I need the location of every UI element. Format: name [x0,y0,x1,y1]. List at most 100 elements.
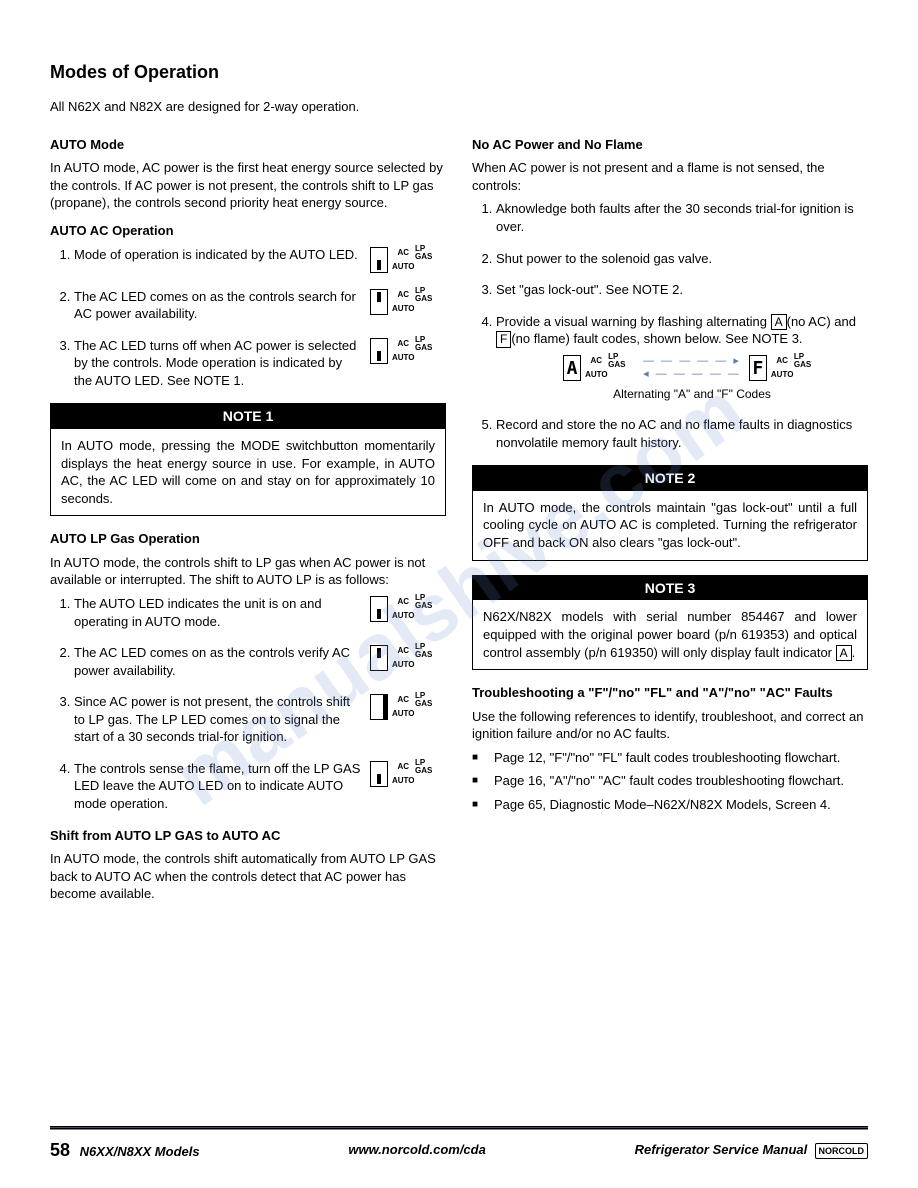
note-1-box: NOTE 1 In AUTO mode, pressing the MODE s… [50,403,446,516]
list-item-text: (no flame) fault codes, shown below. See… [511,331,802,346]
led-auto-label: AUTO [392,710,412,718]
led-auto-label: AUTO [585,371,605,379]
note-1-title: NOTE 1 [51,404,445,429]
led-diagram: AC F LP GAS AUTO [749,354,821,382]
boxed-f-icon: F [496,331,511,347]
troubleshoot-intro: Use the following references to identify… [472,708,868,743]
list-item: Mode of operation is indicated by the AU… [74,246,446,274]
bullet-item: Page 16, "A"/"no" "AC" fault codes troub… [472,772,868,790]
note-3-text: N62X/N82X models with serial number 8544… [483,609,857,659]
list-item-text: The AC LED turns off when AC power is se… [74,337,362,390]
list-item-text: Provide a visual warning by flashing alt… [496,314,771,329]
page-title: Modes of Operation [50,60,868,84]
auto-lp-heading: AUTO LP Gas Operation [50,530,446,548]
bullet-item: Page 12, "F"/"no" "FL" fault codes troub… [472,749,868,767]
led-diagram: AC LP GAS AUTO [370,693,442,721]
intro-text: All N62X and N82X are designed for 2-way… [50,98,868,116]
list-item: The AC LED comes on as the controls veri… [74,644,446,679]
led-lpgas-label: LP GAS [412,594,442,610]
troubleshoot-bullets: Page 12, "F"/"no" "FL" fault codes troub… [472,749,868,814]
boxed-a-icon: A [836,645,852,661]
list-item-text: The AUTO LED indicates the unit is on an… [74,595,362,630]
list-item: Since AC power is not present, the contr… [74,693,446,746]
footer-url: www.norcold.com/cda [348,1141,485,1159]
page-footer: 58 N6XX/N8XX Models www.norcold.com/cda … [50,1126,868,1162]
list-item: The AC LED turns off when AC power is se… [74,337,446,390]
led-ac-label: AC [585,357,605,365]
list-item: The controls sense the flame, turn off t… [74,760,446,813]
seven-seg-icon [370,596,388,622]
led-auto-label: AUTO [392,354,412,362]
auto-lp-intro: In AUTO mode, the controls shift to LP g… [50,554,446,589]
left-column: AUTO Mode In AUTO mode, AC power is the … [50,126,446,909]
list-item-text: Mode of operation is indicated by the AU… [74,246,362,264]
led-lpgas-label: LP GAS [412,643,442,659]
arrows-icon: — — — — — ▸ ◂ — — — — — [643,355,741,381]
note-2-title: NOTE 2 [473,466,867,491]
troubleshoot-heading: Troubleshooting a "F"/"no" "FL" and "A"/… [472,684,868,702]
led-lpgas-label: LP GAS [412,759,442,775]
shift-heading: Shift from AUTO LP GAS to AUTO AC [50,827,446,845]
seven-seg-icon [370,761,388,787]
bullet-item: Page 65, Diagnostic Mode–N62X/N82X Model… [472,796,868,814]
norcold-logo-icon: NORCOLD [815,1143,869,1159]
auto-ac-list: Mode of operation is indicated by the AU… [50,246,446,390]
footer-left: 58 N6XX/N8XX Models [50,1138,200,1162]
list-item: The AC LED comes on as the controls sear… [74,288,446,323]
led-ac-label: AC [392,291,412,299]
boxed-a-icon: A [771,314,787,330]
led-ac-label: AC [392,763,412,771]
led-ac-label: AC [392,598,412,606]
auto-mode-heading: AUTO Mode [50,136,446,154]
list-item-text: (no AC) and [787,314,856,329]
note-2-box: NOTE 2 In AUTO mode, the controls mainta… [472,465,868,561]
list-item-text: The AC LED comes on as the controls veri… [74,644,362,679]
content-columns: AUTO Mode In AUTO mode, AC power is the … [50,126,868,909]
led-ac-label: AC [771,357,791,365]
auto-lp-list: The AUTO LED indicates the unit is on an… [50,595,446,812]
note-3-text: . [852,645,856,660]
seven-seg-icon [370,289,388,315]
list-item: Set "gas lock-out". See NOTE 2. [496,281,868,299]
auto-mode-body: In AUTO mode, AC power is the first heat… [50,159,446,212]
led-diagram: AC LP GAS AUTO [370,246,442,274]
noac-heading: No AC Power and No Flame [472,136,868,154]
list-item-text: The controls sense the flame, turn off t… [74,760,362,813]
note-1-body: In AUTO mode, pressing the MODE switchbu… [51,429,445,515]
led-lpgas-label: LP GAS [412,336,442,352]
list-item: Shut power to the solenoid gas valve. [496,250,868,268]
note-3-box: NOTE 3 N62X/N82X models with serial numb… [472,575,868,671]
led-diagram: AC LP GAS AUTO [370,595,442,623]
list-item: Record and store the no AC and no flame … [496,416,868,451]
led-auto-label: AUTO [392,263,412,271]
led-lpgas-label: LP GAS [412,692,442,708]
footer-manual-title: Refrigerator Service Manual [635,1142,808,1157]
note-3-title: NOTE 3 [473,576,867,601]
led-ac-label: AC [392,647,412,655]
led-auto-label: AUTO [392,305,412,313]
led-auto-label: AUTO [392,777,412,785]
list-item: Aknowledge both faults after the 30 seco… [496,200,868,235]
seven-seg-f-icon: F [749,355,767,381]
led-diagram: AC LP GAS AUTO [370,644,442,672]
seven-seg-icon [370,247,388,273]
footer-models: N6XX/N8XX Models [80,1144,200,1159]
footer-rule-icon [50,1126,868,1130]
list-item: Provide a visual warning by flashing alt… [496,313,868,402]
led-ac-label: AC [392,249,412,257]
noac-list: Aknowledge both faults after the 30 seco… [472,200,868,451]
note-3-body: N62X/N82X models with serial number 8544… [473,600,867,669]
led-lpgas-label: LP GAS [412,287,442,303]
alt-diagram-caption: Alternating "A" and "F" Codes [520,386,864,402]
seven-seg-icon [370,338,388,364]
led-lpgas-label: LP GAS [791,353,821,369]
alternating-diagram: AC A LP GAS AUTO — — — — — ▸ ◂ — — — — — [520,354,864,402]
led-diagram: AC LP GAS AUTO [370,760,442,788]
list-item: The AUTO LED indicates the unit is on an… [74,595,446,630]
led-auto-label: AUTO [771,371,791,379]
led-diagram: AC LP GAS AUTO [370,337,442,365]
list-item-text: The AC LED comes on as the controls sear… [74,288,362,323]
led-diagram: AC LP GAS AUTO [370,288,442,316]
led-diagram: AC A LP GAS AUTO [563,354,635,382]
seven-seg-icon [370,694,388,720]
